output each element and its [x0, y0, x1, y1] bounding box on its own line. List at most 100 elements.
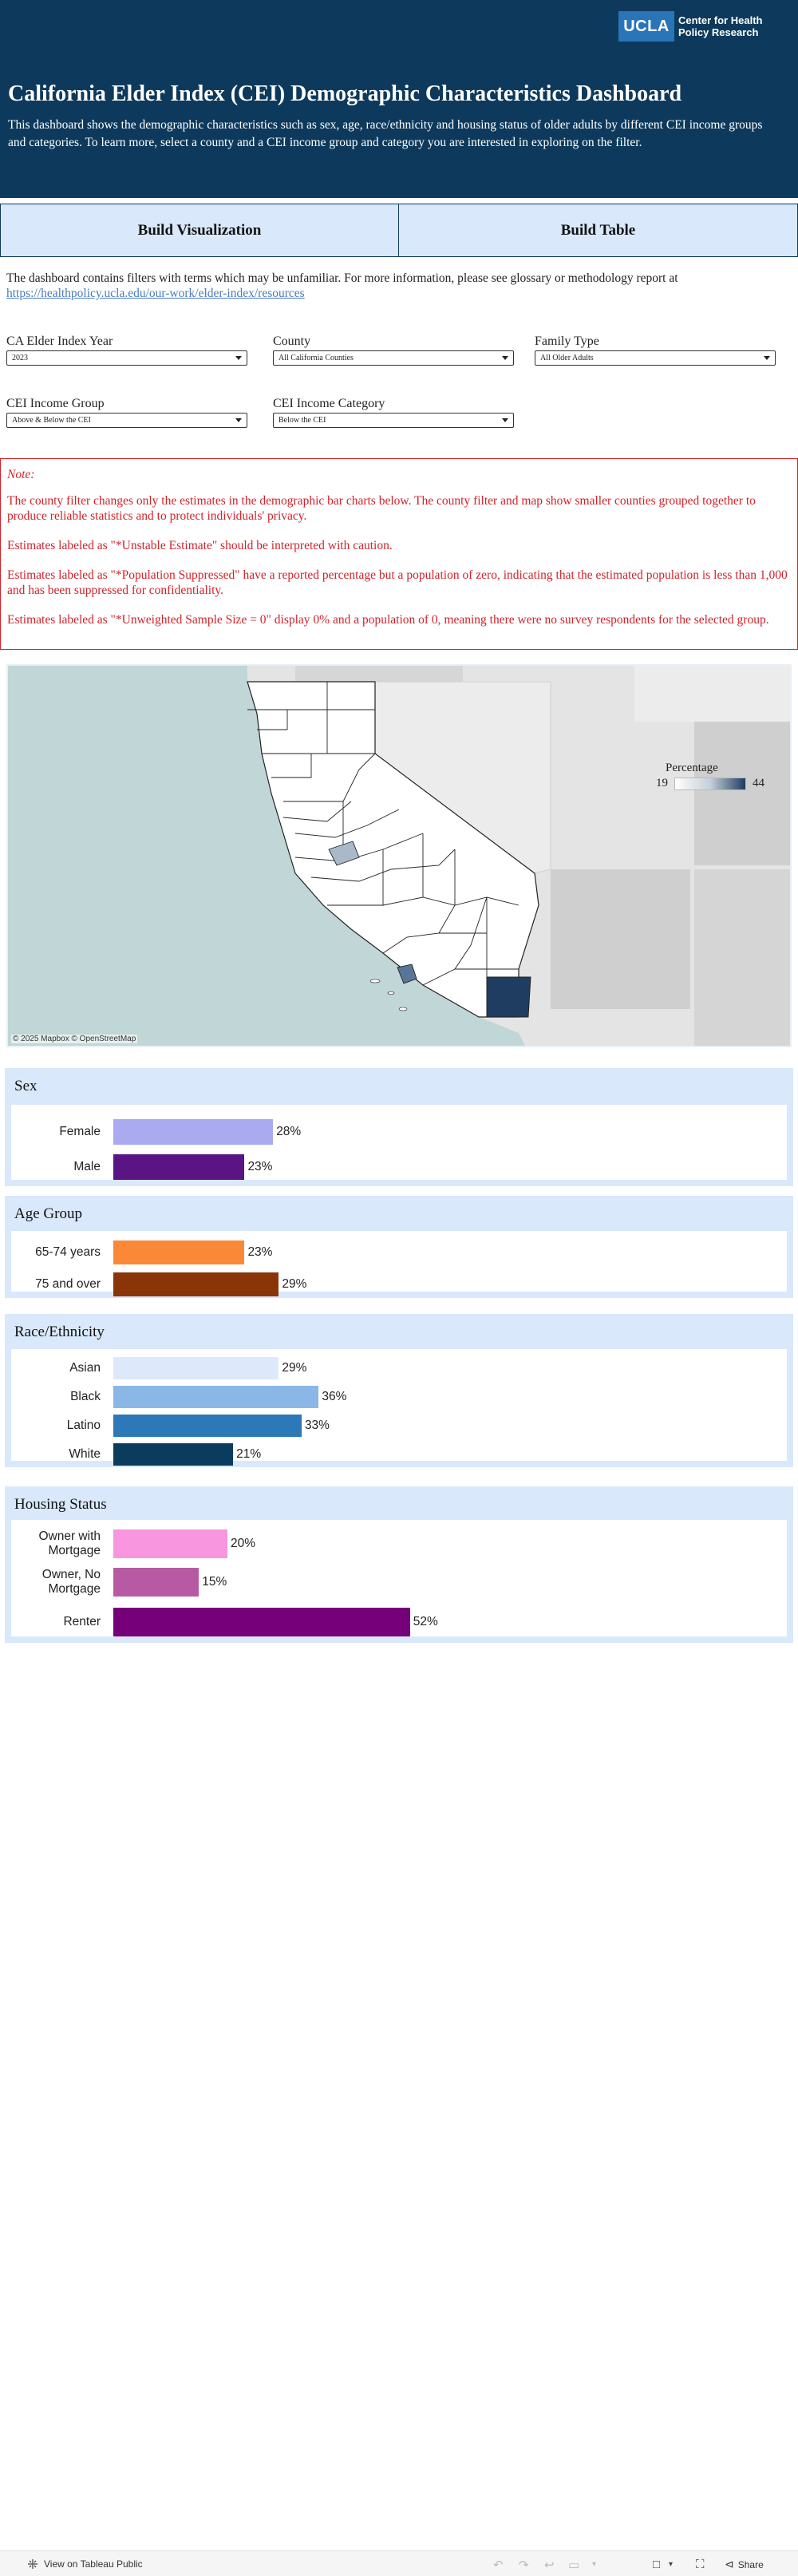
income-category-dropdown-value: Below the CEI [279, 416, 326, 425]
housing-status-chart: Owner with Mortgage 20% Owner, No Mortgage… [11, 1520, 787, 1636]
revert-icon[interactable]: ↩ [544, 2558, 555, 2572]
bar[interactable] [113, 1386, 319, 1408]
bar-value-label: 29% [282, 1277, 307, 1291]
bar[interactable] [113, 1241, 245, 1264]
county-dropdown[interactable]: All California Counties [273, 350, 514, 366]
logo-text: Center for Health Policy Research [678, 14, 763, 38]
tableau-icon [28, 2559, 38, 2569]
channel-island [398, 1007, 408, 1011]
region-new-mexico [694, 869, 790, 1046]
map-canvas[interactable] [8, 666, 792, 1047]
page-title: California Elder Index (CEI) Demographic… [8, 81, 682, 106]
bar[interactable] [113, 1415, 302, 1437]
map-attribution[interactable]: © 2025 Mapbox © OpenStreetMap [11, 1035, 138, 1043]
chevron-down-icon[interactable]: ▾ [669, 2560, 674, 2569]
age-group-section-title: Age Group [14, 1205, 82, 1222]
age-group-chart: 65-74 years 23% 75 and over 29% [11, 1231, 787, 1296]
bar-label: Asian [69, 1361, 101, 1375]
county-highlight-imperial[interactable] [486, 976, 531, 1018]
legend-max: 44 [753, 777, 764, 789]
filter-family-type: Family Type All Older Adults [535, 334, 776, 366]
ucla-logo-mark: UCLA [618, 11, 674, 42]
housing-status-section-title: Housing Status [14, 1496, 107, 1513]
bar[interactable] [113, 1568, 200, 1597]
fullscreen-icon[interactable]: ⛶ [696, 2558, 705, 2571]
year-dropdown[interactable]: 2023 [6, 350, 247, 366]
legend-title: Percentage [666, 762, 718, 774]
age-group-section: Age Group 65-74 years 23% 75 and over 29% [5, 1196, 793, 1298]
map-legend: Percentage 19 44 [656, 762, 764, 790]
sex-chart: Female 28% Male 23% [11, 1105, 787, 1180]
filter-year: CA Elder Index Year 2023 [6, 334, 247, 366]
family-type-dropdown-value: All Older Adults [540, 354, 594, 362]
legend-min: 19 [656, 777, 668, 789]
note-paragraph-unstable: Estimates labeled as "*Unstable Estimate… [7, 539, 393, 552]
sex-section-title: Sex [14, 1078, 38, 1094]
filter-income-category-label: CEI Income Category [273, 397, 385, 410]
note-paragraph-county: The county filter changes only the estim… [7, 494, 756, 523]
note-box: Note: The county filter changes only the… [0, 458, 798, 650]
resources-link[interactable]: https://healthpolicy.ucla.edu/our-work/e… [6, 287, 305, 300]
county-highlight-la[interactable] [397, 964, 417, 984]
bar[interactable] [113, 1357, 279, 1379]
info-description: The dashboard contains filters with term… [6, 271, 678, 285]
bar-value-label: 52% [413, 1615, 438, 1628]
bar[interactable] [113, 1272, 279, 1296]
income-category-dropdown[interactable]: Below the CEI [273, 413, 514, 428]
filter-county-label: County [273, 334, 311, 348]
bar-value-label: 28% [276, 1125, 302, 1138]
year-dropdown-value: 2023 [12, 354, 28, 362]
note-paragraph-suppressed: Estimates labeled as "*Population Suppre… [7, 568, 788, 597]
bar-value-label: 33% [304, 1419, 330, 1432]
page-intro: This dashboard shows the demographic cha… [8, 118, 763, 149]
bar[interactable] [113, 1529, 227, 1558]
bar-label: Latino [66, 1419, 101, 1432]
bar-value-label: 21% [236, 1447, 262, 1461]
bar[interactable] [113, 1119, 274, 1145]
county-highlight-central[interactable] [328, 841, 360, 866]
view-on-tableau-link[interactable]: View on Tableau Public [27, 2558, 143, 2570]
share-icon: ⊲ [725, 2558, 734, 2570]
filter-year-label: CA Elder Index Year [6, 334, 113, 348]
filter-family-type-label: Family Type [535, 334, 599, 348]
chevron-down-icon[interactable]: ▾ [592, 2560, 597, 2569]
bar-label: Renter [63, 1615, 101, 1628]
share-label: Share [737, 2558, 764, 2570]
region-idaho [634, 666, 790, 722]
bar-label: Black [70, 1390, 101, 1403]
bar[interactable] [113, 1443, 234, 1466]
undo-icon[interactable]: ↶ [493, 2558, 504, 2572]
family-type-dropdown[interactable]: All Older Adults [535, 350, 776, 366]
bar[interactable] [113, 1154, 245, 1180]
bar-value-label: 20% [231, 1537, 256, 1550]
channel-island [387, 991, 395, 995]
region-oregon [295, 666, 463, 682]
redo-icon[interactable]: ↷ [519, 2558, 529, 2572]
bar-label: 75 and over [35, 1277, 101, 1291]
note-title: Note: [7, 468, 35, 481]
view-on-tableau-label: View on Tableau Public [44, 2558, 143, 2570]
filter-income-group-label: CEI Income Group [6, 397, 105, 410]
income-group-dropdown[interactable]: Above & Below the CEI [6, 413, 247, 428]
ocean [8, 666, 525, 1046]
bar-value-label: 23% [247, 1245, 273, 1259]
channel-island [369, 979, 381, 983]
bar-label: Female [59, 1125, 101, 1138]
note-paragraph-sample: Estimates labeled as "*Unweighted Sample… [7, 613, 769, 627]
dashboard-header: UCLA Center for Health Policy Research C… [0, 0, 798, 198]
bar-label: Owner, No Mortgage [41, 1568, 101, 1596]
comment-icon[interactable]: □ [653, 2558, 661, 2571]
build-visualization-button[interactable]: Build Visualization [0, 204, 399, 257]
bar[interactable] [113, 1608, 410, 1636]
pause-icon[interactable]: ▭ [568, 2558, 580, 2572]
region-utah [694, 722, 790, 865]
housing-status-section: Housing Status Owner with Mortgage 20% Own… [5, 1486, 793, 1643]
bar-label: 65-74 years [35, 1245, 101, 1259]
bar-value-label: 36% [322, 1390, 347, 1403]
filter-income-group: CEI Income Group Above & Below the CEI [6, 397, 247, 428]
bar-value-label: 15% [202, 1575, 227, 1589]
region-arizona [551, 869, 690, 1009]
build-table-button[interactable]: Build Table [398, 204, 798, 257]
share-button[interactable]: ⊲ Share [725, 2558, 764, 2571]
county-map[interactable]: Percentage 19 44 © 2025 Mapbox © OpenStr… [6, 664, 792, 1047]
